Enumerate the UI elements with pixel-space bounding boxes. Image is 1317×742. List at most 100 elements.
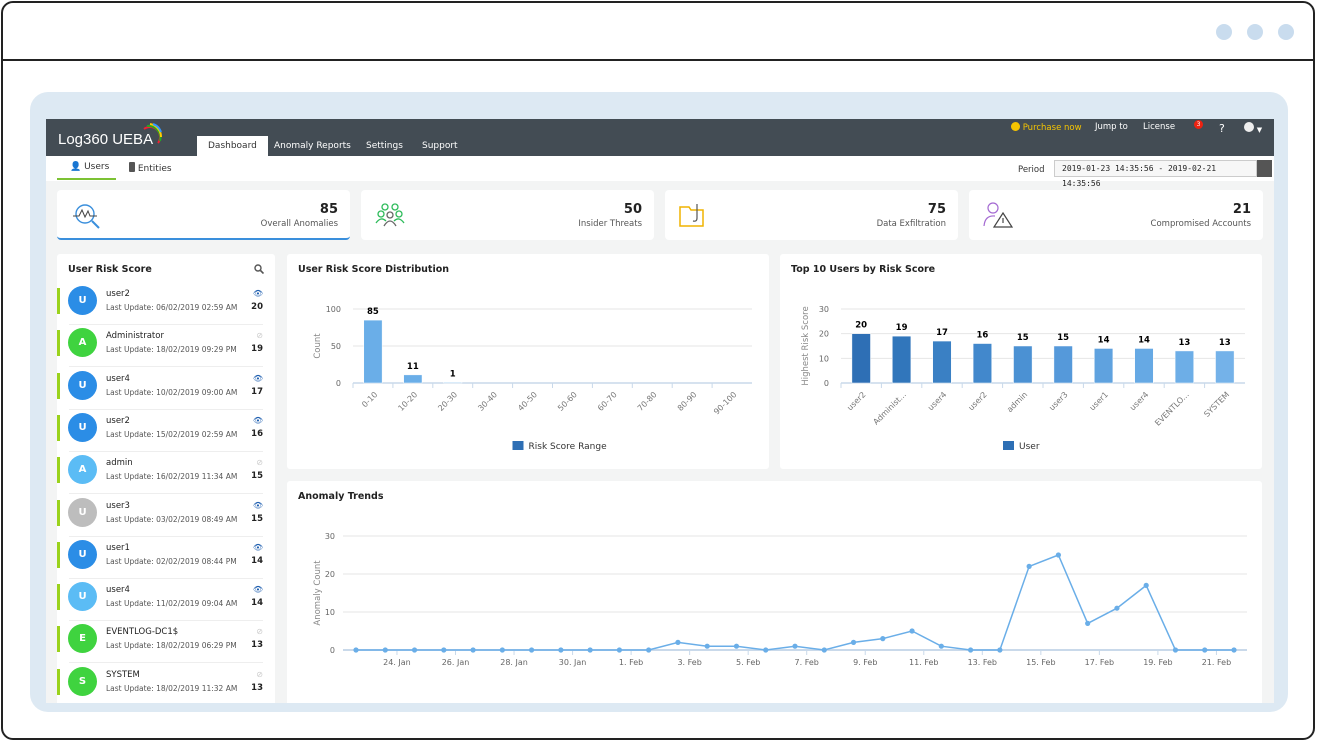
user-menu[interactable]: ▼ [1244,122,1262,135]
risk-score: 13 [251,682,263,693]
bar [443,382,463,384]
user-risk-row[interactable]: U user2 Last Update: 06/02/2019 02:59 AM… [57,283,275,325]
app-logo[interactable]: Log360 UEBA [58,123,162,148]
window-dot[interactable] [1216,24,1232,40]
user-name[interactable]: user4 [106,585,130,596]
eye-icon[interactable]: 👁 [252,500,263,510]
tab-dashboard[interactable]: Dashboard [197,136,268,156]
anomaly-search-icon [73,204,100,229]
kpi-compromised-accounts[interactable]: 21 Compromised Accounts [969,190,1263,240]
eye-off-icon[interactable]: ⊘ [256,331,263,341]
data-point [587,647,593,653]
user-risk-row[interactable]: E EVENTLOG-DC1$ Last Update: 18/02/2019 … [57,621,275,664]
user-name[interactable]: admin [106,458,133,469]
chart-title: Anomaly Trends [298,491,384,502]
eye-off-icon[interactable]: ⊘ [256,627,263,637]
x-tick-label: 30-40 [476,390,499,413]
x-tick-label: 60-70 [596,390,619,413]
data-point [938,643,944,649]
kpi-label: Compromised Accounts [1150,219,1251,229]
user-risk-row[interactable]: U user4 Last Update: 11/02/2019 09:04 AM… [57,579,275,622]
user-name[interactable]: SYSTEM [106,669,140,680]
eye-icon[interactable]: 👁 [252,415,263,425]
notification-badge[interactable]: 3 [1194,120,1203,129]
divider [69,408,263,410]
data-point [353,647,359,653]
x-tick-label: 9. Feb [853,658,877,667]
calendar-icon[interactable] [1257,160,1272,177]
user-name[interactable]: Administrator [106,331,164,342]
user-name[interactable]: user1 [106,542,130,553]
purchase-link[interactable]: Purchase now [1011,122,1082,133]
user-risk-row[interactable]: U user2 Last Update: 15/02/2019 02:59 AM… [57,410,275,452]
chevron-down-icon: ▼ [1256,126,1263,134]
data-point [411,647,418,653]
eye-off-icon[interactable]: ⊘ [256,458,263,468]
x-tick-label: 13. Feb [968,658,997,667]
x-tick-label: 7. Feb [795,658,819,667]
data-point [909,628,915,634]
eye-off-icon[interactable]: ⊘ [256,669,263,679]
last-update: Last Update: 03/02/2019 08:49 AM [106,514,238,524]
user-risk-row[interactable]: U user3 Last Update: 03/02/2019 08:49 AM… [57,495,275,537]
top-nav: Log360 UEBA Dashboard Anomaly Reports Se… [46,119,1274,156]
kpi-overall-anomalies[interactable]: 85 Overall Anomalies [57,190,350,240]
x-tick-label: 5. Feb [736,658,760,667]
tab-entities[interactable]: Entities [129,162,172,174]
kpi-data-exfiltration[interactable]: 75 Data Exfiltration [665,190,958,240]
user-name[interactable]: user2 [106,289,130,299]
license-link[interactable]: License [1143,122,1176,132]
data-label: 19 [896,323,908,333]
tab-settings[interactable]: Settings [366,141,403,151]
user-risk-row[interactable]: U user1 Last Update: 02/02/2019 08:44 PM… [57,537,275,579]
risk-indicator-bar [57,457,60,484]
x-tick-label: user3 [1047,390,1069,412]
kpi-label: Insider Threats [578,219,642,229]
kpi-insider-threats[interactable]: 50 Insider Threats [361,190,654,240]
avatar: A [68,328,97,358]
logo-arc-icon [143,123,162,144]
y-tick-label: 10 [819,354,829,363]
x-tick-label: 50-60 [556,390,579,413]
y-tick-label: 10 [325,608,335,617]
user-name[interactable]: user3 [106,500,130,511]
window-dot[interactable] [1278,24,1294,40]
active-tab-underline [57,178,116,180]
divider [69,450,263,452]
user-name[interactable]: user2 [106,415,130,426]
jump-to-link[interactable]: Jump to [1095,122,1128,132]
eye-icon[interactable]: 👁 [252,373,263,383]
user-name[interactable]: EVENTLOG-DC1$ [106,627,179,638]
tab-support[interactable]: Support [422,141,458,151]
eye-icon[interactable]: 👁 [252,289,263,298]
risk-score: 20 [251,302,263,312]
last-update: Last Update: 16/02/2019 11:34 AM [106,472,238,482]
risk-score: 15 [251,471,263,482]
user-risk-row[interactable]: A admin Last Update: 16/02/2019 11:34 AM… [57,452,275,495]
y-axis-label: Count [313,333,323,359]
user-name[interactable]: user4 [106,373,130,384]
user-risk-row[interactable]: S SYSTEM Last Update: 18/02/2019 11:32 A… [57,664,275,703]
data-point [499,647,505,653]
tab-users[interactable]: 👤 Users [70,162,109,172]
user-risk-row[interactable]: U user4 Last Update: 10/02/2019 09:00 AM… [57,368,275,410]
x-tick-label: 19. Feb [1143,658,1172,667]
period-input[interactable]: 2019-01-23 14:35:56 - 2019-02-21 14:35:5… [1054,160,1257,188]
y-tick-label: 0 [336,379,341,388]
eye-icon[interactable]: 👁 [252,542,263,552]
tab-anomaly-reports[interactable]: Anomaly Reports [274,141,351,151]
search-icon[interactable] [254,264,264,274]
help-icon[interactable]: ? [1219,122,1225,135]
risk-indicator-bar [57,541,60,568]
window-dot[interactable] [1247,24,1263,40]
x-tick-label: Administ... [871,390,908,427]
app-window: Log360 UEBA Dashboard Anomaly Reports Se… [46,119,1274,703]
data-label: 13 [1219,338,1231,348]
chart-title: User Risk Score Distribution [298,264,450,275]
data-point [792,643,798,649]
risk-indicator-bar [57,414,60,441]
data-label: 85 [367,307,379,317]
x-tick-label: 70-80 [636,390,659,413]
eye-icon[interactable]: 👁 [252,585,263,595]
user-risk-row[interactable]: A Administrator Last Update: 18/02/2019 … [57,325,275,368]
